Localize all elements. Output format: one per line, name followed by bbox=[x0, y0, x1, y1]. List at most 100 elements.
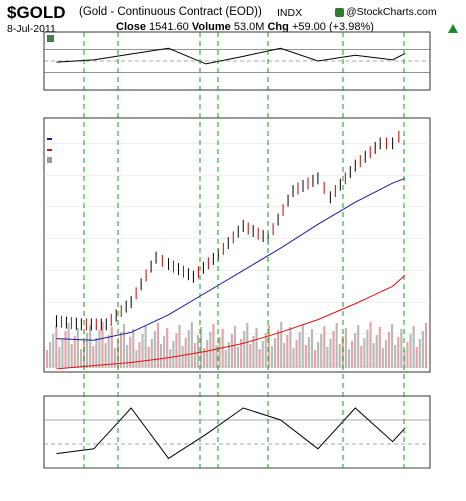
volume-bar bbox=[366, 330, 369, 368]
volume-bar bbox=[261, 341, 264, 368]
volume-bar bbox=[129, 337, 132, 368]
symbol-title: $GOLD bbox=[7, 3, 66, 22]
volume-bar bbox=[301, 324, 304, 368]
volume-bar bbox=[166, 328, 169, 368]
volume-bar bbox=[286, 335, 289, 368]
volume-bar bbox=[320, 334, 323, 368]
volume-bar bbox=[332, 331, 335, 368]
volume-bar bbox=[267, 325, 270, 368]
chg-label: Chg bbox=[267, 21, 289, 33]
volume-bar bbox=[252, 336, 255, 368]
cci-line bbox=[56, 407, 406, 460]
volume-bar bbox=[138, 342, 141, 368]
volume-bar bbox=[64, 331, 67, 368]
volume-bar bbox=[95, 338, 98, 368]
rsi-legend-swatch bbox=[47, 35, 54, 42]
volume-bar bbox=[415, 347, 418, 368]
volume-bar bbox=[394, 345, 397, 368]
volume-bar bbox=[76, 328, 79, 368]
volume-label: Volume bbox=[191, 21, 231, 33]
volume-bar bbox=[412, 326, 415, 368]
volume-bar bbox=[52, 334, 55, 368]
volume-bar bbox=[347, 349, 351, 368]
volume-bar bbox=[92, 346, 95, 368]
chart-header: $GOLD (Gold - Continuous Contract (EOD))… bbox=[0, 0, 466, 38]
volume-bar bbox=[73, 336, 76, 368]
volume-bar bbox=[317, 342, 320, 368]
volume-bar bbox=[119, 332, 123, 368]
volume-bar bbox=[372, 343, 375, 368]
brand-label[interactable]: @StockCharts.com bbox=[346, 6, 437, 18]
volume-bar bbox=[341, 336, 344, 368]
volume-bar bbox=[184, 338, 187, 368]
volume-bar bbox=[196, 335, 200, 368]
volume-bar bbox=[360, 346, 363, 368]
volume-bar bbox=[400, 329, 403, 368]
volume-bar bbox=[46, 350, 49, 368]
volume-bar bbox=[264, 333, 267, 368]
volume-bar bbox=[178, 325, 181, 368]
close-value: 1541.60 bbox=[149, 21, 189, 33]
volume-bar bbox=[86, 333, 89, 368]
volume-bar bbox=[132, 329, 135, 368]
volume-bar bbox=[387, 332, 391, 368]
price-summary: Close 1541.60 Volume 53.0M Chg +59.00 (+… bbox=[116, 21, 374, 33]
volume-bar bbox=[375, 335, 378, 368]
volume-bar bbox=[280, 322, 283, 368]
stockcharts-logo-icon bbox=[335, 8, 344, 17]
volume-bar bbox=[70, 344, 73, 368]
volume-bar bbox=[277, 330, 280, 368]
volume-bar bbox=[237, 347, 240, 368]
volume-bar bbox=[67, 323, 70, 368]
volume-bar bbox=[378, 327, 381, 368]
volume-bar bbox=[397, 337, 400, 368]
volume-bar bbox=[193, 343, 196, 368]
volume-bar bbox=[101, 322, 104, 368]
volume-bar bbox=[147, 347, 150, 368]
volume-bar bbox=[295, 340, 298, 368]
volume-bar bbox=[82, 341, 86, 368]
volume-bar bbox=[255, 328, 258, 368]
volume-bar bbox=[150, 339, 153, 368]
volume-bar bbox=[123, 324, 126, 368]
volume-bar bbox=[227, 342, 230, 368]
volume-bar bbox=[110, 327, 113, 368]
volume-bar bbox=[258, 349, 261, 368]
volume-bar bbox=[270, 346, 273, 368]
volume-bar bbox=[224, 350, 227, 368]
volume-bar bbox=[424, 323, 428, 368]
volume-bar bbox=[418, 339, 421, 368]
volume-bar bbox=[169, 349, 172, 368]
volume-bar bbox=[344, 328, 347, 368]
volume-bar bbox=[273, 338, 277, 368]
volume-bar bbox=[240, 339, 243, 368]
volume-bar bbox=[326, 347, 329, 368]
volume-bar bbox=[406, 342, 409, 368]
volume-bar bbox=[233, 326, 237, 368]
volume-bar bbox=[215, 345, 218, 368]
volume-bar bbox=[203, 348, 206, 368]
volume-bar bbox=[323, 326, 326, 368]
volume-bar bbox=[89, 325, 92, 368]
volume-bar bbox=[350, 341, 354, 368]
volume-bar bbox=[172, 341, 175, 368]
ma50-line bbox=[56, 177, 406, 341]
volume-bar bbox=[141, 334, 144, 368]
volume-bar bbox=[335, 323, 338, 368]
volume-bar bbox=[357, 325, 360, 368]
volume-bar bbox=[391, 324, 394, 368]
volume-bar bbox=[310, 329, 314, 368]
volume-bar bbox=[200, 327, 203, 368]
volume-bar bbox=[304, 345, 307, 368]
cci-panel bbox=[43, 395, 431, 469]
volume-bar bbox=[338, 344, 341, 368]
volume-value: 53.0M bbox=[233, 21, 265, 33]
volume-bar bbox=[329, 339, 332, 368]
volume-bar bbox=[283, 343, 286, 368]
volume-bar bbox=[369, 322, 372, 368]
volume-bar bbox=[104, 343, 107, 368]
volume-bar bbox=[298, 332, 301, 368]
up-arrow-icon bbox=[448, 24, 458, 33]
volume-bar bbox=[135, 350, 138, 368]
volume-bar bbox=[307, 337, 310, 368]
